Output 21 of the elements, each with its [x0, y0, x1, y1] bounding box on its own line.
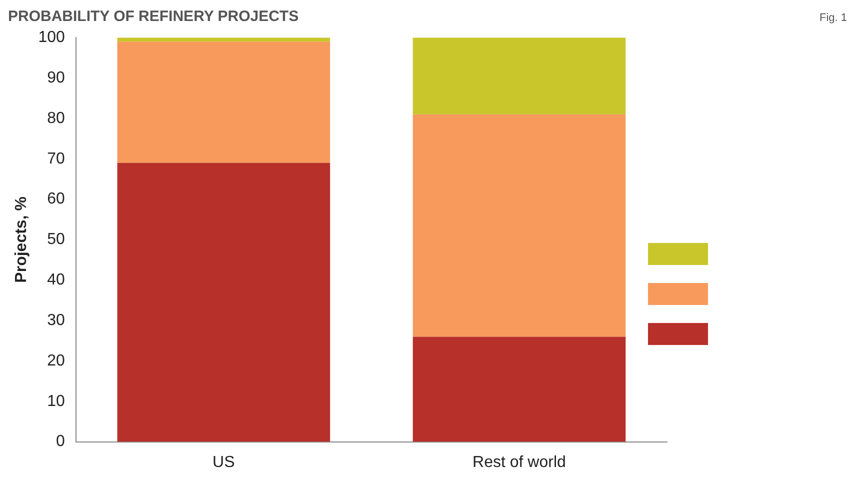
bar [412, 114, 626, 337]
y-tick-label: 80 [47, 110, 65, 127]
bar [412, 38, 626, 114]
y-tick-label: 30 [47, 312, 65, 329]
y-axis-title: Projects, % [13, 196, 30, 283]
y-tick-label: 0 [56, 433, 65, 450]
y-tick-label: 70 [47, 150, 65, 168]
chart-title: PROBABILITY OF REFINERY PROJECTS [8, 8, 299, 25]
y-tick-label: 10 [47, 392, 65, 410]
y-tick-label: 90 [47, 69, 65, 86]
bar [412, 336, 626, 442]
y-tick-label: 20 [47, 352, 65, 370]
y-tick-label: 40 [47, 272, 65, 289]
bar [117, 42, 330, 163]
x-tick-label: Rest of world [472, 454, 566, 471]
y-tick-label: 60 [47, 190, 65, 208]
caption: Fig. 1 [819, 12, 847, 24]
x-tick-label: US [212, 454, 235, 471]
y-tick-label: 50 [47, 231, 65, 248]
bar [117, 162, 330, 442]
y-tick-label: 100 [38, 29, 65, 46]
